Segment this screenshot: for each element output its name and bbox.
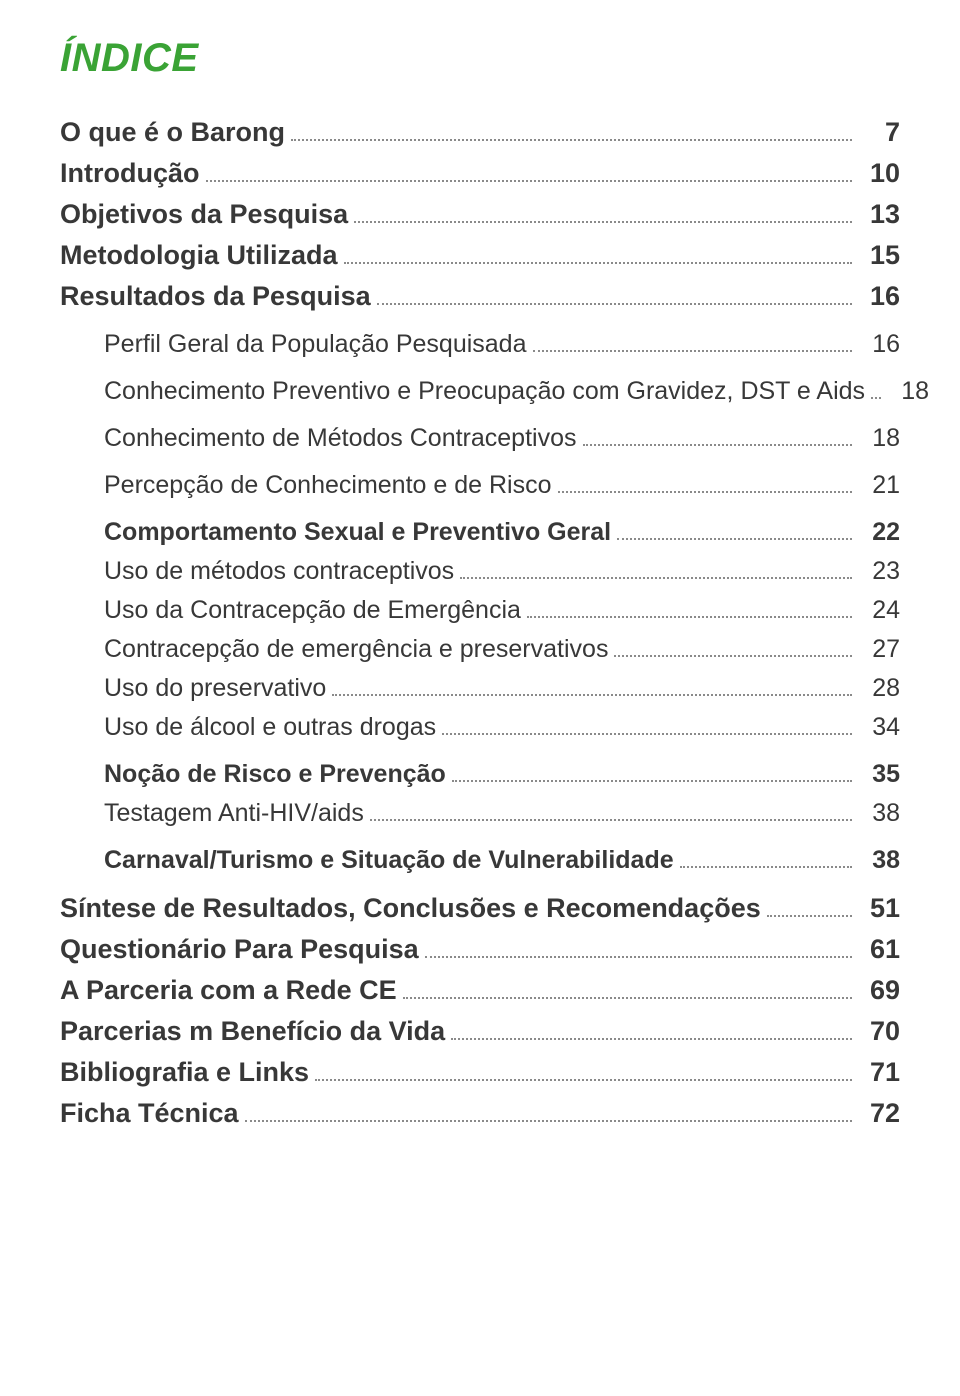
- toc-entry[interactable]: Introdução 10: [60, 158, 900, 189]
- toc-leader-dots: [533, 350, 853, 352]
- toc-entry-label: Conhecimento Preventivo e Preocupação co…: [104, 377, 865, 406]
- toc-entry[interactable]: Conhecimento Preventivo e Preocupação co…: [104, 377, 900, 406]
- toc-entry-page: 18: [858, 424, 900, 453]
- toc-entry-label: Uso de métodos contraceptivos: [104, 557, 454, 586]
- toc-entry[interactable]: Ficha Técnica 72: [60, 1098, 900, 1129]
- toc-entry-label: Uso do preservativo: [104, 674, 326, 703]
- toc-leader-dots: [442, 733, 852, 735]
- toc-entry-page: 35: [858, 760, 900, 789]
- toc-entry-page: 16: [858, 330, 900, 359]
- toc-entry-label: Introdução: [60, 158, 200, 189]
- toc-leader-dots: [452, 780, 852, 782]
- toc-entry-page: 15: [858, 240, 900, 271]
- toc-entry-page: 28: [858, 674, 900, 703]
- toc-entry[interactable]: Contracepção de emergência e preservativ…: [104, 635, 900, 664]
- toc-entry[interactable]: Questionário Para Pesquisa 61: [60, 934, 900, 965]
- toc-entry-label: Perfil Geral da População Pesquisada: [104, 330, 527, 359]
- toc-leader-dots: [558, 491, 853, 493]
- toc-entry-page: 34: [858, 713, 900, 742]
- toc-entry-page: 7: [858, 117, 900, 148]
- toc-entry[interactable]: Bibliografia e Links 71: [60, 1057, 900, 1088]
- toc-leader-dots: [377, 303, 852, 305]
- toc-entry-label: Conhecimento de Métodos Contraceptivos: [104, 424, 577, 453]
- toc-leader-dots: [354, 221, 852, 223]
- toc-leader-dots: [245, 1120, 852, 1122]
- toc-leader-dots: [206, 180, 853, 182]
- toc-entry[interactable]: Uso de métodos contraceptivos 23: [104, 557, 900, 586]
- toc-entry[interactable]: Carnaval/Turismo e Situação de Vulnerabi…: [104, 846, 900, 875]
- toc-leader-dots: [403, 997, 852, 999]
- toc-entry[interactable]: Síntese de Resultados, Conclusões e Reco…: [60, 893, 900, 924]
- toc-entry-label: O que é o Barong: [60, 117, 285, 148]
- toc-leader-dots: [871, 397, 881, 399]
- toc-list: O que é o Barong 7 Introdução 10 Objetivos d…: [60, 117, 900, 1129]
- toc-entry-label: Noção de Risco e Prevenção: [104, 760, 446, 789]
- toc-entry-page: 51: [858, 893, 900, 924]
- toc-entry-label: Comportamento Sexual e Preventivo Geral: [104, 518, 611, 547]
- toc-entry-label: Uso de álcool e outras drogas: [104, 713, 436, 742]
- toc-entry[interactable]: Uso do preservativo 28: [104, 674, 900, 703]
- toc-leader-dots: [767, 915, 852, 917]
- toc-entry-page: 38: [858, 799, 900, 828]
- toc-entry[interactable]: Resultados da Pesquisa 16: [60, 281, 900, 312]
- toc-leader-dots: [315, 1079, 852, 1081]
- toc-entry-page: 27: [858, 635, 900, 664]
- toc-entry-label: Contracepção de emergência e preservativ…: [104, 635, 608, 664]
- toc-entry-page: 72: [858, 1098, 900, 1129]
- toc-entry[interactable]: Uso da Contracepção de Emergência 24: [104, 596, 900, 625]
- toc-entry-label: Resultados da Pesquisa: [60, 281, 371, 312]
- toc-entry-page: 22: [858, 518, 900, 547]
- toc-entry-page: 10: [858, 158, 900, 189]
- toc-entry-page: 23: [858, 557, 900, 586]
- toc-entry[interactable]: Noção de Risco e Prevenção 35: [104, 760, 900, 789]
- toc-entry[interactable]: Parcerias m Benefício da Vida 70: [60, 1016, 900, 1047]
- toc-leader-dots: [291, 139, 852, 141]
- toc-entry-label: Carnaval/Turismo e Situação de Vulnerabi…: [104, 846, 674, 875]
- toc-entry[interactable]: Uso de álcool e outras drogas 34: [104, 713, 900, 742]
- toc-entry-label: Uso da Contracepção de Emergência: [104, 596, 521, 625]
- toc-entry-page: 38: [858, 846, 900, 875]
- toc-entry-label: Testagem Anti-HIV/aids: [104, 799, 364, 828]
- toc-entry-label: Metodologia Utilizada: [60, 240, 338, 271]
- toc-entry[interactable]: Perfil Geral da População Pesquisada 16: [104, 330, 900, 359]
- toc-entry-page: 13: [858, 199, 900, 230]
- toc-entry[interactable]: Conhecimento de Métodos Contraceptivos 18: [104, 424, 900, 453]
- toc-entry-label: A Parceria com a Rede CE: [60, 975, 397, 1006]
- toc-entry-page: 69: [858, 975, 900, 1006]
- toc-entry-page: 71: [858, 1057, 900, 1088]
- toc-entry-page: 21: [858, 471, 900, 500]
- toc-entry[interactable]: Comportamento Sexual e Preventivo Geral 2…: [104, 518, 900, 547]
- toc-entry-label: Percepção de Conhecimento e de Risco: [104, 471, 552, 500]
- toc-leader-dots: [425, 956, 852, 958]
- toc-entry-page: 61: [858, 934, 900, 965]
- toc-entry[interactable]: Testagem Anti-HIV/aids 38: [104, 799, 900, 828]
- toc-entry[interactable]: Objetivos da Pesquisa 13: [60, 199, 900, 230]
- toc-entry-label: Ficha Técnica: [60, 1098, 239, 1129]
- toc-entry-label: Síntese de Resultados, Conclusões e Reco…: [60, 893, 761, 924]
- toc-entry[interactable]: Metodologia Utilizada 15: [60, 240, 900, 271]
- toc-entry[interactable]: Percepção de Conhecimento e de Risco 21: [104, 471, 900, 500]
- toc-leader-dots: [527, 616, 852, 618]
- toc-entry[interactable]: O que é o Barong 7: [60, 117, 900, 148]
- toc-entry-label: Objetivos da Pesquisa: [60, 199, 348, 230]
- toc-page: ÍNDICE O que é o Barong 7 Introdução 10 Obje…: [0, 0, 960, 1129]
- toc-leader-dots: [344, 262, 852, 264]
- toc-leader-dots: [617, 538, 852, 540]
- toc-leader-dots: [583, 444, 853, 446]
- toc-entry-page: 70: [858, 1016, 900, 1047]
- toc-entry-label: Questionário Para Pesquisa: [60, 934, 419, 965]
- toc-entry-label: Parcerias m Benefício da Vida: [60, 1016, 445, 1047]
- toc-leader-dots: [460, 577, 852, 579]
- toc-leader-dots: [332, 694, 852, 696]
- toc-leader-dots: [370, 819, 852, 821]
- toc-leader-dots: [451, 1038, 852, 1040]
- toc-entry-page: 16: [858, 281, 900, 312]
- toc-leader-dots: [614, 655, 852, 657]
- toc-entry[interactable]: A Parceria com a Rede CE 69: [60, 975, 900, 1006]
- toc-entry-page: 24: [858, 596, 900, 625]
- toc-entry-label: Bibliografia e Links: [60, 1057, 309, 1088]
- toc-leader-dots: [680, 866, 852, 868]
- toc-entry-page: 18: [887, 377, 929, 406]
- page-title: ÍNDICE: [60, 36, 900, 81]
